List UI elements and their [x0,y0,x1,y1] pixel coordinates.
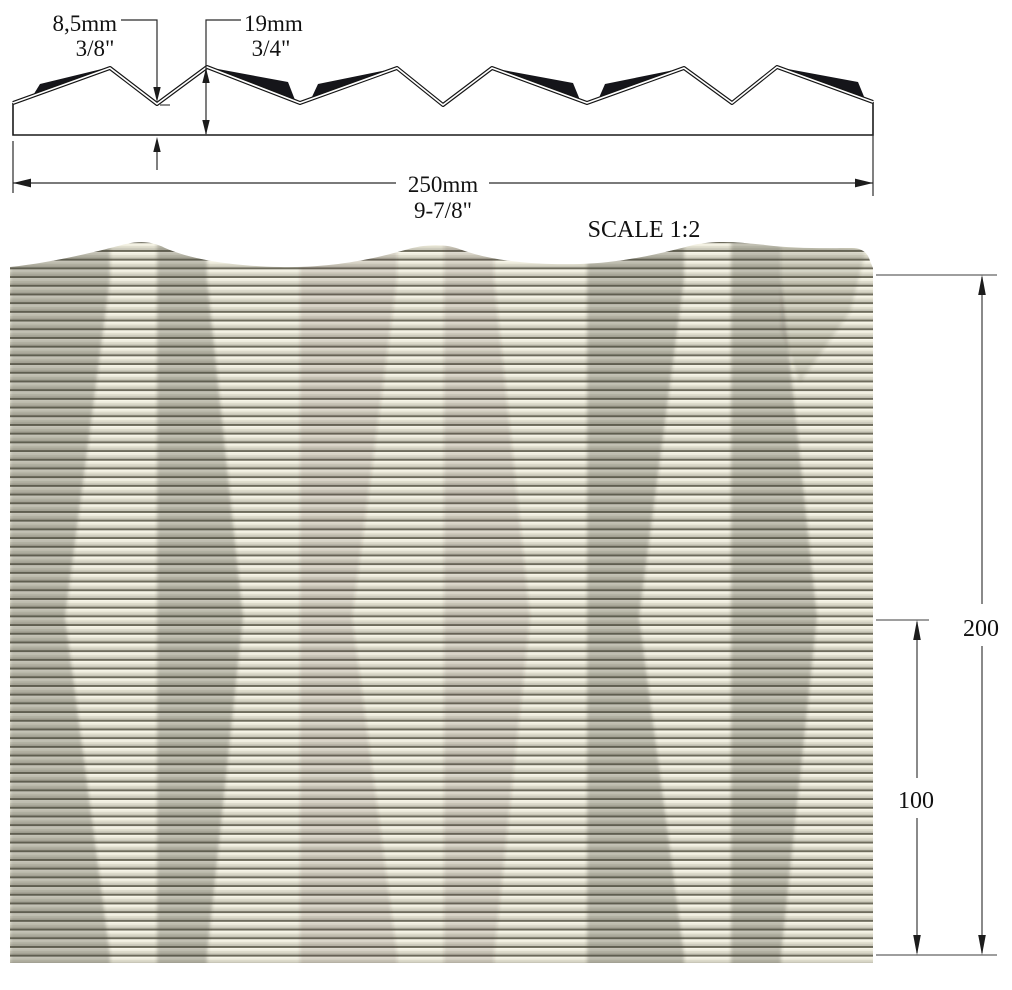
dim-total-height-imperial: 3/4" [252,36,291,61]
shade-band [781,244,866,382]
dimension-render-full-height: 200 [876,274,999,956]
dim-valley-depth-imperial: 3/8" [76,36,115,61]
leader-line [205,19,241,134]
shade-band [10,241,110,964]
shade-band [300,241,397,964]
panel-shading-bands [10,241,866,964]
arrow-down-icon [153,87,161,102]
dimension-render-half-height: 100 [876,619,934,955]
dimension-panel-width: 250mm 9-7/8" [12,109,874,223]
arrow-up-icon [978,275,986,295]
dim-panel-width-metric: 250mm [408,172,478,197]
dim-render-half-height-label: 100 [898,788,934,814]
arrow-down-icon [202,120,210,135]
dim-panel-width-imperial: 9-7/8" [414,198,472,223]
dimension-total-height: 19mm 3/4" [202,11,303,135]
arrow-up-icon [202,68,210,83]
arrow-up-icon [153,137,161,152]
profile-zigzag [12,65,874,107]
shade-band [444,241,530,964]
panel-rib-texture [10,241,873,964]
panel-render [10,241,873,964]
scale-label: SCALE 1:2 [588,217,701,243]
arrow-right-icon [855,178,873,188]
dim-total-height-metric: 19mm [244,11,303,36]
arrow-down-icon [978,935,986,955]
arrow-left-icon [13,178,31,188]
arrow-up-icon [913,620,921,640]
shade-band [731,241,817,964]
shade-band [587,241,684,964]
dim-render-full-height-label: 200 [963,616,999,642]
leader-line [121,19,158,90]
profile-section-drawing [12,65,874,136]
shade-band [157,241,243,964]
dim-valley-depth-metric: 8,5mm [52,11,117,36]
arrow-down-icon [913,935,921,955]
dimension-valley-depth: 8,5mm 3/8" [52,11,161,170]
